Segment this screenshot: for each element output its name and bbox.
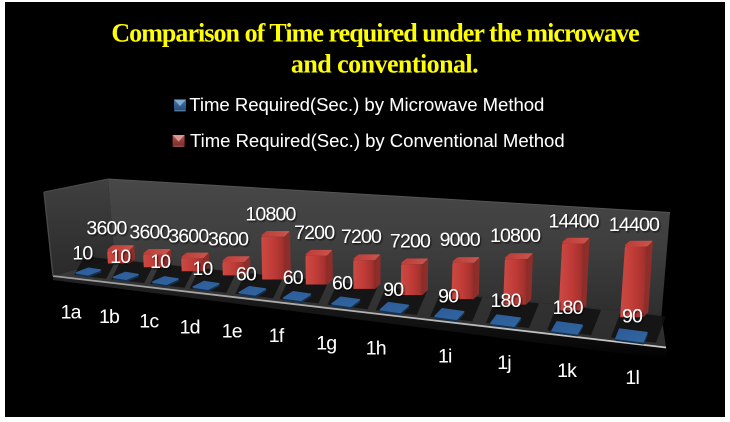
svg-text:1j: 1j <box>497 352 511 374</box>
svg-text:3600: 3600 <box>168 226 209 248</box>
svg-text:10: 10 <box>110 246 131 268</box>
svg-text:60: 60 <box>283 267 304 289</box>
svg-text:1e: 1e <box>222 321 242 343</box>
svg-text:14400: 14400 <box>548 211 599 233</box>
svg-text:1b: 1b <box>99 306 120 328</box>
svg-text:1c: 1c <box>139 310 159 332</box>
svg-text:3600: 3600 <box>129 221 170 243</box>
svg-text:10: 10 <box>192 258 213 280</box>
svg-text:1a: 1a <box>61 302 82 324</box>
svg-text:90: 90 <box>438 286 459 308</box>
svg-text:10800: 10800 <box>490 225 541 247</box>
svg-text:3600: 3600 <box>86 218 127 240</box>
svg-text:1g: 1g <box>316 333 336 355</box>
svg-text:7200: 7200 <box>294 222 335 244</box>
svg-text:180: 180 <box>491 290 522 312</box>
svg-text:60: 60 <box>332 272 353 294</box>
svg-text:3600: 3600 <box>208 229 249 251</box>
svg-text:180: 180 <box>553 297 584 319</box>
svg-text:Time Required(Sec.) by Convent: Time Required(Sec.) by Conventional Meth… <box>190 130 565 151</box>
svg-text:90: 90 <box>622 306 643 328</box>
svg-text:1k: 1k <box>557 360 577 382</box>
svg-text:10800: 10800 <box>245 204 296 226</box>
svg-text:1d: 1d <box>180 317 200 339</box>
svg-text:60: 60 <box>236 263 257 285</box>
svg-text:1h: 1h <box>366 337 386 359</box>
svg-text:14400: 14400 <box>609 214 660 236</box>
svg-text:and conventional.: and conventional. <box>291 50 478 79</box>
svg-text:10: 10 <box>72 243 93 265</box>
svg-text:7200: 7200 <box>341 226 382 248</box>
svg-text:1f: 1f <box>269 325 285 347</box>
svg-text:1l: 1l <box>625 367 639 389</box>
svg-text:10: 10 <box>150 251 171 273</box>
svg-text:9000: 9000 <box>440 229 481 251</box>
svg-text:90: 90 <box>383 279 404 301</box>
svg-text:1i: 1i <box>438 345 452 367</box>
svg-text:Comparison of Time required un: Comparison of Time required under the mi… <box>111 19 639 48</box>
svg-text:7200: 7200 <box>390 230 431 252</box>
svg-text:Time Required(Sec.) by Microwa: Time Required(Sec.) by Microwave Method <box>189 94 544 115</box>
